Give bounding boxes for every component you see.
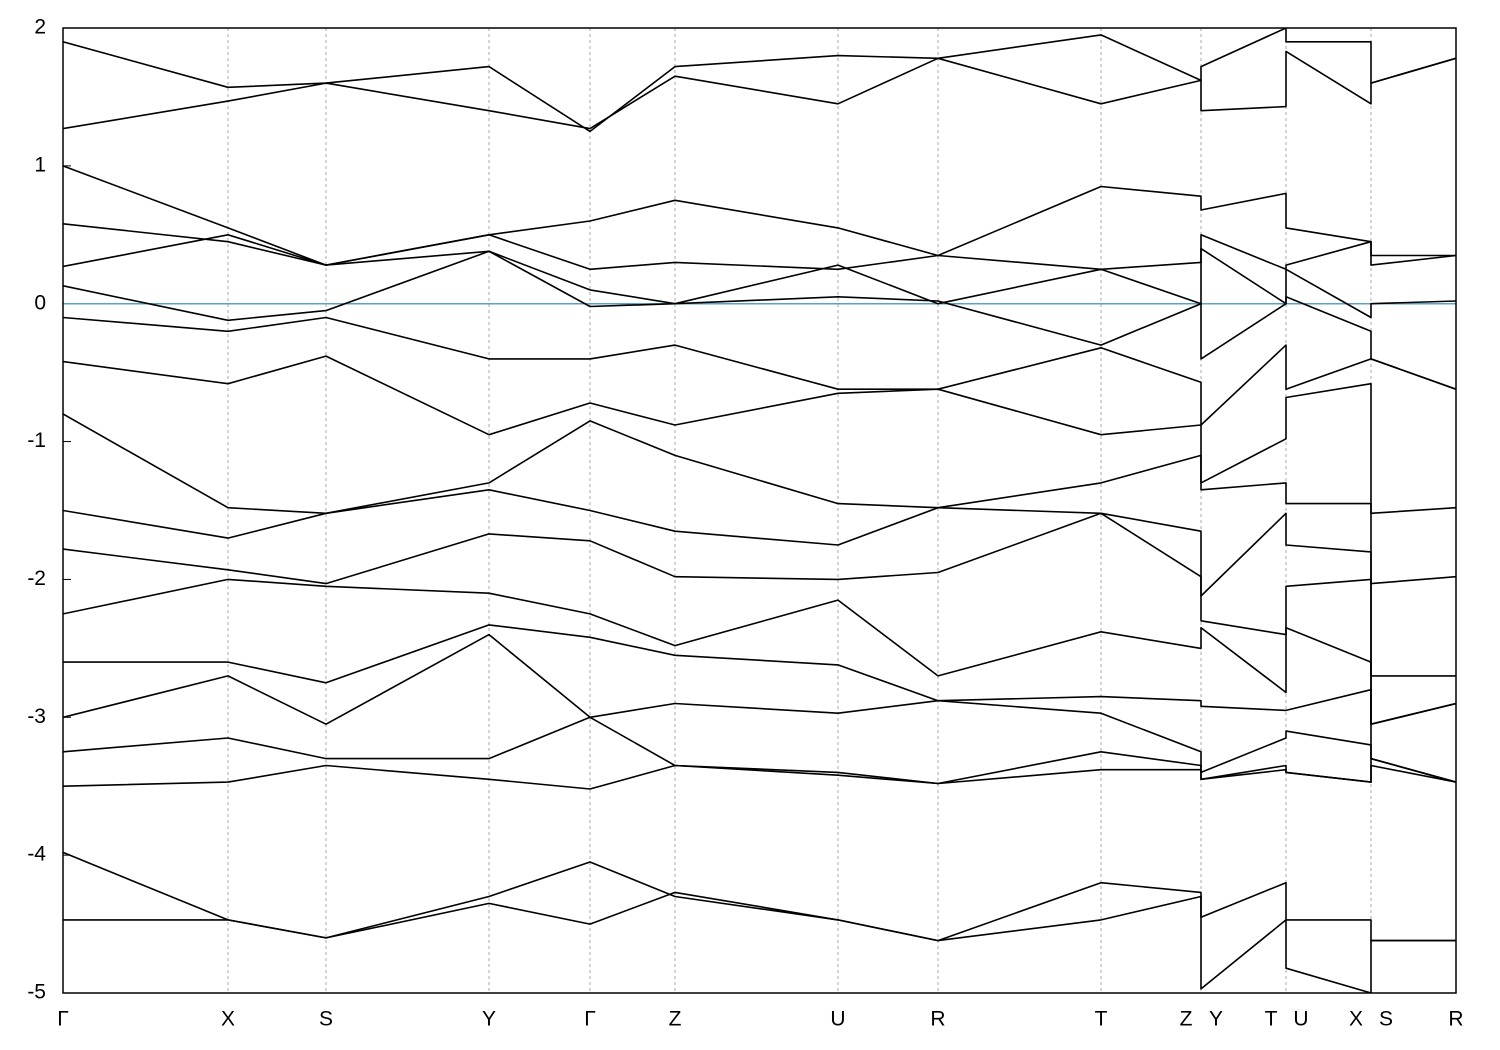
x-tick-label: X bbox=[221, 1008, 235, 1031]
plot-frame bbox=[62, 27, 1457, 994]
band-line bbox=[63, 489, 1456, 677]
x-tick-label: U bbox=[830, 1008, 845, 1031]
band-line bbox=[63, 851, 1456, 942]
band-line bbox=[63, 250, 1456, 390]
band-line bbox=[63, 633, 1456, 783]
y-tick-label: -1 bbox=[27, 429, 46, 452]
x-tick-label: Y bbox=[1209, 1008, 1223, 1031]
x-tick-label: Γ bbox=[57, 1008, 69, 1031]
x-tick-label: S bbox=[1379, 1008, 1393, 1031]
band-line bbox=[63, 223, 1456, 271]
band-line bbox=[63, 355, 1456, 515]
x-tick-label: Y bbox=[482, 1008, 496, 1031]
y-tick-label: -5 bbox=[27, 981, 46, 1004]
band-line bbox=[63, 757, 1456, 790]
y-tick-label: 1 bbox=[34, 153, 46, 176]
band-line bbox=[63, 165, 1456, 266]
band-line bbox=[63, 50, 1456, 130]
bands bbox=[63, 28, 1456, 993]
x-tick-label: T bbox=[1095, 1008, 1108, 1031]
band-line bbox=[63, 891, 1456, 993]
x-tick-label: X bbox=[1349, 1008, 1363, 1031]
band-line bbox=[63, 512, 1456, 725]
band-line bbox=[63, 578, 1456, 783]
band-line bbox=[63, 413, 1456, 585]
x-tick-label: U bbox=[1293, 1008, 1308, 1031]
y-tick-label: 0 bbox=[34, 291, 46, 314]
y-tick-label: -4 bbox=[27, 843, 46, 866]
x-tick-label: R bbox=[930, 1008, 945, 1031]
band-line bbox=[63, 234, 1456, 319]
x-tick-label: Z bbox=[1180, 1008, 1193, 1031]
y-tick-label: 2 bbox=[34, 16, 46, 39]
band-line bbox=[63, 28, 1456, 133]
x-tick-label: T bbox=[1265, 1008, 1278, 1031]
x-tick-label: Z bbox=[669, 1008, 682, 1031]
x-tick-label: R bbox=[1448, 1008, 1463, 1031]
x-tick-label: Γ bbox=[584, 1008, 596, 1031]
y-tick-label: -3 bbox=[27, 705, 46, 728]
y-tick-label: -2 bbox=[27, 567, 46, 590]
x-tick-label: S bbox=[319, 1008, 333, 1031]
